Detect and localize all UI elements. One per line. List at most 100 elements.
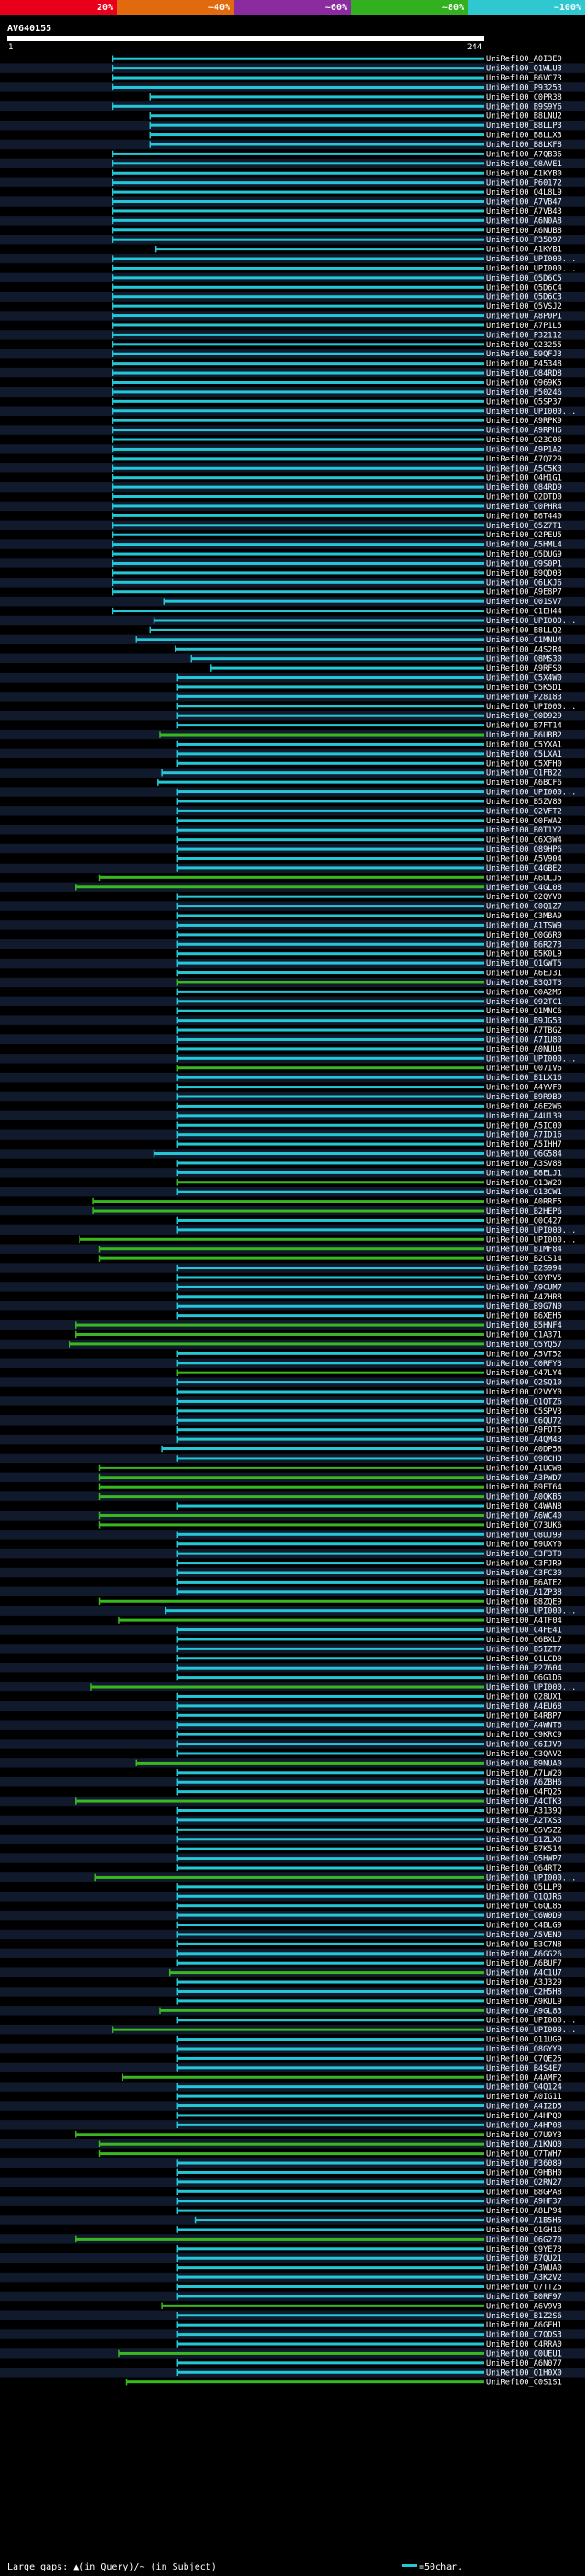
hit-bar[interactable] <box>112 390 484 394</box>
hit-label[interactable]: UniRef100_UPI000... <box>486 703 576 712</box>
hit-label[interactable]: UniRef100_A4AMF2 <box>486 2073 562 2083</box>
hit-bar[interactable] <box>112 57 484 60</box>
hit-label[interactable]: UniRef100_Q6LKJ6 <box>486 578 562 588</box>
hit-bar[interactable] <box>112 533 484 536</box>
hit-bar[interactable] <box>177 1000 484 1003</box>
hit-bar[interactable] <box>177 1095 484 1098</box>
hit-label[interactable]: UniRef100_C4RRA0 <box>486 2340 562 2349</box>
hit-label[interactable]: UniRef100_A1UCW8 <box>486 1464 562 1473</box>
hit-label[interactable]: UniRef100_A4I2D5 <box>486 2103 562 2112</box>
hit-bar[interactable] <box>76 1799 484 1803</box>
hit-label[interactable]: UniRef100_UPI000... <box>486 1055 576 1064</box>
hit-bar[interactable] <box>177 2228 484 2231</box>
hit-label[interactable]: UniRef100_Q0D929 <box>486 712 562 721</box>
hit-bar[interactable] <box>177 1285 484 1288</box>
hit-bar[interactable] <box>122 2075 484 2079</box>
hit-label[interactable]: UniRef100_A0IG11 <box>486 2093 562 2102</box>
hit-bar[interactable] <box>177 1676 484 1680</box>
hit-label[interactable]: UniRef100_Q5Z7T1 <box>486 522 562 531</box>
hit-label[interactable]: UniRef100_B0RF97 <box>486 2293 562 2302</box>
hit-bar[interactable] <box>177 1818 484 1822</box>
hit-label[interactable]: UniRef100_P27604 <box>486 1664 562 1673</box>
hit-bar[interactable] <box>177 1989 484 1993</box>
hit-bar[interactable] <box>112 438 484 441</box>
hit-label[interactable]: UniRef100_Q2DTD0 <box>486 493 562 503</box>
hit-label[interactable]: UniRef100_A7ID16 <box>486 1131 562 1140</box>
hit-bar[interactable] <box>177 1218 484 1222</box>
hit-bar[interactable] <box>177 1999 484 2003</box>
hit-label[interactable]: UniRef100_C3FJR9 <box>486 1560 562 1569</box>
hit-label[interactable]: UniRef100_A4TF04 <box>486 1617 562 1626</box>
hit-bar[interactable] <box>158 780 484 784</box>
hit-bar[interactable] <box>177 1086 484 1089</box>
hit-label[interactable]: UniRef100_Q7TWH7 <box>486 2150 562 2159</box>
hit-bar[interactable] <box>99 2142 484 2146</box>
hit-label[interactable]: UniRef100_C4GBE2 <box>486 864 562 874</box>
hit-bar[interactable] <box>177 1961 484 1965</box>
hit-label[interactable]: UniRef100_Q0G6R0 <box>486 931 562 940</box>
hit-bar[interactable] <box>177 2056 484 2060</box>
hit-bar[interactable] <box>177 838 484 842</box>
hit-label[interactable]: UniRef100_UPI000... <box>486 408 576 417</box>
hit-label[interactable]: UniRef100_B5HNF4 <box>486 1321 562 1330</box>
hit-label[interactable]: UniRef100_B8LLP3 <box>486 122 562 131</box>
hit-label[interactable]: UniRef100_Q5HWP7 <box>486 1855 562 1864</box>
hit-bar[interactable] <box>150 95 484 99</box>
hit-label[interactable]: UniRef100_Q84RD9 <box>486 483 562 493</box>
hit-label[interactable]: UniRef100_B3QJT3 <box>486 979 562 988</box>
hit-label[interactable]: UniRef100_C9YE73 <box>486 2245 562 2254</box>
hit-label[interactable]: UniRef100_A6EJ31 <box>486 970 562 979</box>
hit-bar[interactable] <box>99 1513 484 1517</box>
hit-bar[interactable] <box>177 2266 484 2270</box>
hit-label[interactable]: UniRef100_Q4Q124 <box>486 2083 562 2093</box>
hit-bar[interactable] <box>112 181 484 185</box>
hit-bar[interactable] <box>177 1295 484 1299</box>
hit-bar[interactable] <box>177 752 484 756</box>
hit-bar[interactable] <box>177 1638 484 1641</box>
hit-bar[interactable] <box>177 1733 484 1736</box>
hit-label[interactable]: UniRef100_A8LP94 <box>486 2207 562 2216</box>
hit-label[interactable]: UniRef100_Q13CW1 <box>486 1188 562 1197</box>
hit-bar[interactable] <box>99 2152 484 2156</box>
hit-label[interactable]: UniRef100_B2S994 <box>486 1265 562 1274</box>
hit-label[interactable]: UniRef100_A6BUF7 <box>486 1959 562 1968</box>
hit-label[interactable]: UniRef100_A3J329 <box>486 1978 562 1988</box>
hit-label[interactable]: UniRef100_A6BCF6 <box>486 779 562 788</box>
hit-label[interactable]: UniRef100_A0RRF5 <box>486 1198 562 1207</box>
hit-label[interactable]: UniRef100_B0T1Y2 <box>486 826 562 835</box>
hit-bar[interactable] <box>177 1857 484 1860</box>
hit-bar[interactable] <box>112 171 484 175</box>
hit-bar[interactable] <box>177 790 484 794</box>
hit-bar[interactable] <box>99 1523 484 1527</box>
hit-label[interactable]: UniRef100_B9QFJ3 <box>486 350 562 359</box>
hit-bar[interactable] <box>177 1504 484 1508</box>
hit-label[interactable]: UniRef100_A7Q729 <box>486 455 562 464</box>
hit-label[interactable]: UniRef100_P50246 <box>486 388 562 398</box>
hit-bar[interactable] <box>177 1181 484 1184</box>
hit-label[interactable]: UniRef100_B4S4E7 <box>486 2064 562 2073</box>
hit-label[interactable]: UniRef100_A4ZHR8 <box>486 1293 562 1302</box>
hit-bar[interactable] <box>99 1485 484 1489</box>
hit-label[interactable]: UniRef100_B8LLQ2 <box>486 626 562 635</box>
hit-label[interactable]: UniRef100_Q1GWT5 <box>486 959 562 969</box>
hit-label[interactable]: UniRef100_A7VB47 <box>486 198 562 207</box>
hit-label[interactable]: UniRef100_B1LX16 <box>486 1074 562 1083</box>
hit-label[interactable]: UniRef100_Q1MNC6 <box>486 1007 562 1016</box>
hit-label[interactable]: UniRef100_C0PR38 <box>486 93 562 102</box>
hit-bar[interactable] <box>112 276 484 280</box>
hit-bar[interactable] <box>177 1743 484 1746</box>
hit-bar[interactable] <box>112 104 484 108</box>
hit-bar[interactable] <box>76 2237 484 2241</box>
hit-bar[interactable] <box>177 2200 484 2203</box>
hit-bar[interactable] <box>177 1019 484 1023</box>
hit-label[interactable]: UniRef100_C5XFH0 <box>486 759 562 769</box>
hit-bar[interactable] <box>112 343 484 346</box>
hit-bar[interactable] <box>177 895 484 898</box>
hit-bar[interactable] <box>177 1142 484 1146</box>
hit-label[interactable]: UniRef100_A7LW20 <box>486 1769 562 1778</box>
hit-bar[interactable] <box>177 2123 484 2126</box>
hit-label[interactable]: UniRef100_A9E8P7 <box>486 588 562 598</box>
hit-label[interactable]: UniRef100_A3139Q <box>486 1807 562 1816</box>
hit-label[interactable]: UniRef100_A1KYB1 <box>486 246 562 255</box>
hit-label[interactable]: UniRef100_C5K5D1 <box>486 684 562 693</box>
